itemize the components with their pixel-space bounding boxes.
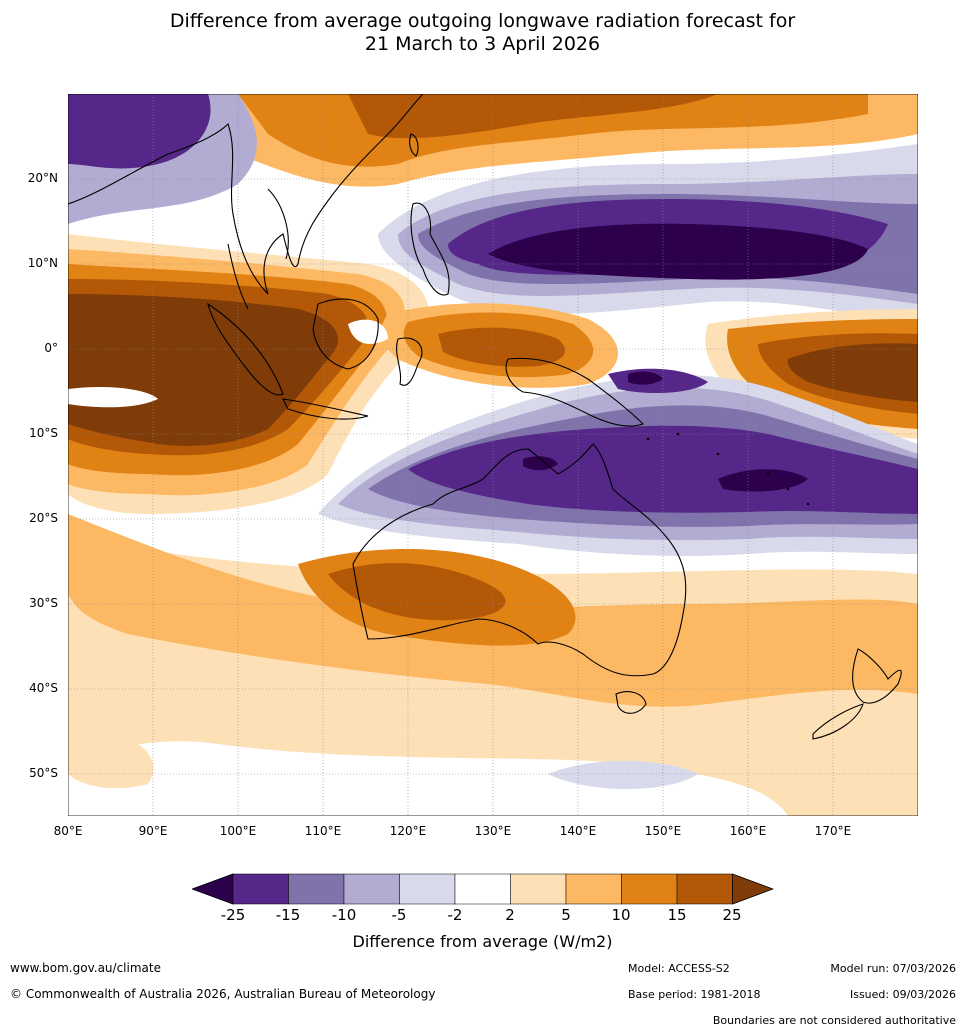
colorbar-bin-6 — [510, 873, 567, 905]
colorbar-label-neg25: -25 — [220, 906, 246, 924]
colorbar-label-15: 15 — [667, 906, 687, 924]
colorbar-label-2: 2 — [505, 906, 515, 924]
borneo-coastline — [312, 298, 379, 370]
colorbar-label-25: 25 — [722, 906, 742, 924]
colorbar-bin-5 — [454, 873, 511, 905]
lat-label-10n: 10°N — [27, 256, 58, 270]
colorbar-label-neg5: -5 — [391, 906, 407, 924]
lon-label-80e: 80°E — [53, 824, 83, 838]
new-zealand-coastline — [852, 648, 902, 704]
colorbar-label-neg10: -10 — [331, 906, 357, 924]
tasmania-coastline — [615, 691, 647, 714]
coastlines — [68, 94, 902, 740]
colorbar-bin-1 — [232, 873, 289, 905]
sulawesi-coastline — [396, 337, 423, 386]
title-line-2: 21 March to 3 April 2026 — [364, 33, 601, 55]
lat-label-10s: 10°S — [29, 426, 58, 440]
lat-label-40s: 40°S — [29, 681, 58, 695]
contour-min-south-pacific — [718, 469, 808, 492]
website-link[interactable]: www.bom.gov.au/climate — [10, 961, 161, 975]
new-guinea-coastline — [505, 357, 645, 427]
colorbar-bin-8 — [621, 873, 678, 905]
chart-title: Difference from average outgoing longwav… — [0, 10, 965, 56]
contour-15-25-south — [328, 563, 506, 621]
lon-label-130e: 130°E — [474, 824, 512, 838]
colorbar-label-neg2: -2 — [447, 906, 463, 924]
colorbar-over-arrow — [732, 873, 774, 905]
australia-coastline — [352, 443, 687, 677]
colorbar-bin-2 — [288, 873, 345, 905]
anomaly-map — [68, 94, 918, 816]
sumatra-coastline — [207, 302, 284, 396]
lon-label-170e: 170°E — [814, 824, 852, 838]
lon-label-150e: 150°E — [644, 824, 682, 838]
colorbar-bin-3 — [343, 873, 400, 905]
colorbar-bin-4 — [399, 873, 456, 905]
colorbar — [192, 873, 774, 905]
lon-label-100e: 100°E — [219, 824, 257, 838]
contour-min-pacific-north — [488, 223, 868, 280]
taiwan-coastline — [409, 133, 419, 157]
lat-label-0: 0° — [44, 341, 58, 355]
colorbar-label-5: 5 — [561, 906, 571, 924]
contour-neg-south — [548, 760, 698, 789]
map-canvas — [68, 94, 918, 816]
base-period: Base period: 1981-2018 — [628, 988, 761, 1001]
copyright-text: © Commonwealth of Australia 2026, Austra… — [10, 987, 436, 1001]
colorbar-title: Difference from average (W/m2) — [352, 932, 613, 951]
graticule — [68, 94, 918, 816]
lon-label-90e: 90°E — [138, 824, 168, 838]
lon-label-160e: 160°E — [729, 824, 767, 838]
colorbar-label-10: 10 — [611, 906, 631, 924]
colorbar-bin-9 — [676, 873, 733, 905]
colorbar-under-arrow — [192, 873, 234, 905]
philippines-coastline — [410, 202, 450, 296]
model-run: Model run: 07/03/2026 — [830, 962, 956, 975]
contour-max-indian — [68, 294, 338, 446]
lon-label-140e: 140°E — [559, 824, 597, 838]
colorbar-bin-7 — [565, 873, 622, 905]
lat-label-20n: 20°N — [27, 171, 58, 185]
model-name: Model: ACCESS-S2 — [628, 962, 730, 975]
contour-max-central-pacific — [787, 343, 918, 402]
colorbar-label-neg15: -15 — [275, 906, 301, 924]
title-line-1: Difference from average outgoing longwav… — [169, 10, 796, 32]
issued-date: Issued: 09/03/2026 — [849, 988, 956, 1001]
lat-label-20s: 20°S — [29, 511, 58, 525]
disclaimer: Boundaries are not considered authoritat… — [712, 1014, 956, 1027]
asia-coastline — [68, 94, 424, 295]
lon-label-120e: 120°E — [389, 824, 427, 838]
lon-label-110e: 110°E — [304, 824, 342, 838]
lat-label-30s: 30°S — [29, 596, 58, 610]
lat-label-50s: 50°S — [29, 766, 58, 780]
island-dots — [646, 432, 810, 506]
java-coastline — [282, 398, 369, 420]
